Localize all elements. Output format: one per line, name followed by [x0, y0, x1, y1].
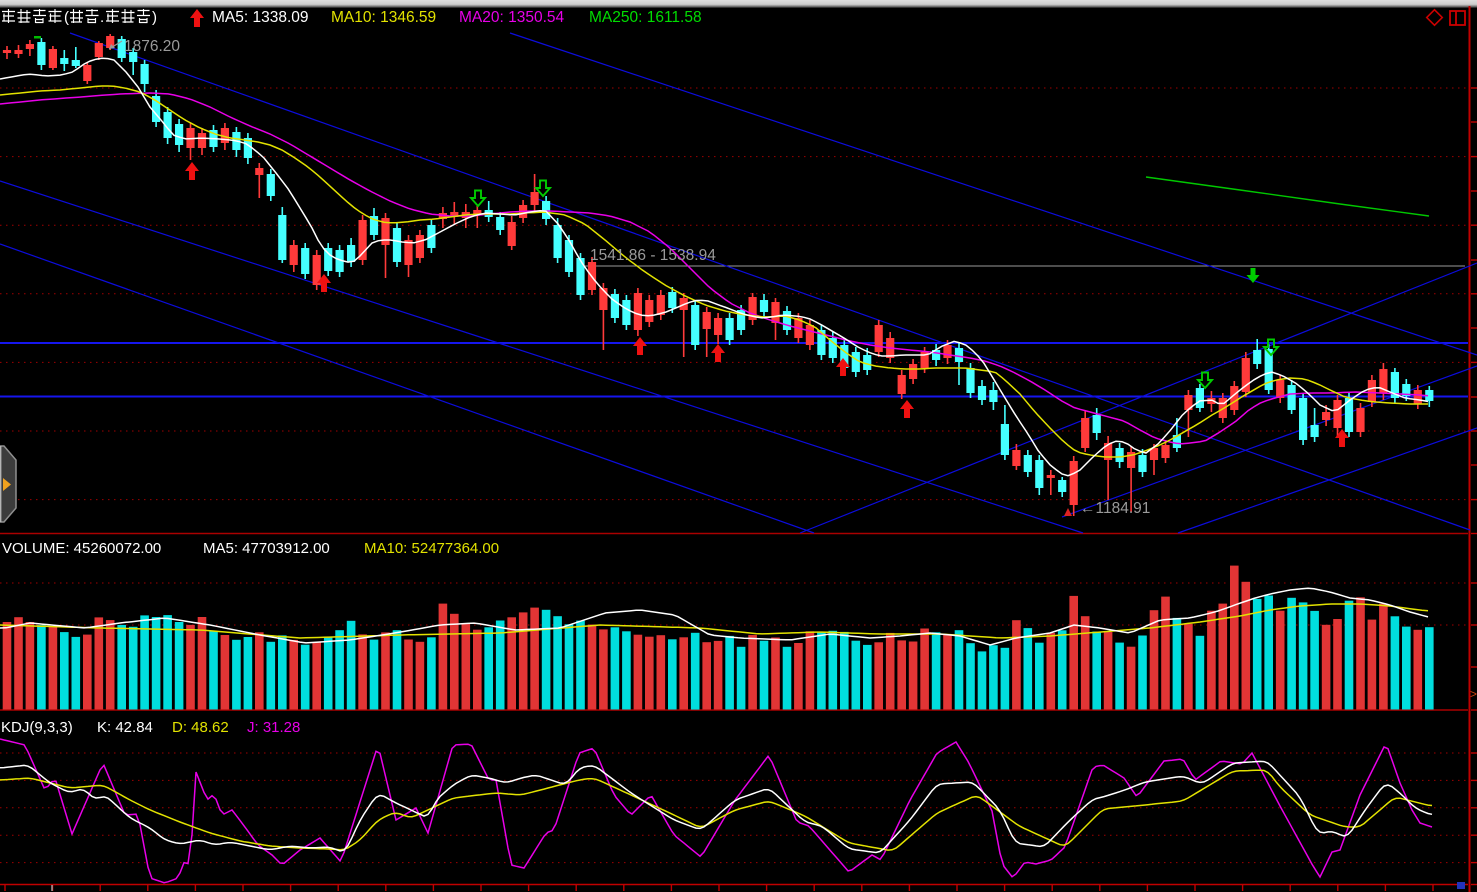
svg-text:): )	[152, 9, 157, 26]
svg-text:MA5: 1338.09: MA5: 1338.09	[212, 9, 309, 26]
svg-text:.: .	[100, 9, 104, 26]
svg-text:J: 31.28: J: 31.28	[247, 719, 300, 736]
svg-text:(: (	[64, 9, 69, 26]
svg-text:KDJ(9,3,3): KDJ(9,3,3)	[1, 719, 73, 736]
svg-text:VOLUME: 45260072.00: VOLUME: 45260072.00	[2, 540, 161, 557]
svg-text:←1184.91: ←1184.91	[1080, 500, 1150, 517]
svg-text:1876.20: 1876.20	[124, 38, 180, 55]
svg-text:MA10: 52477364.00: MA10: 52477364.00	[364, 540, 499, 557]
svg-text:MA20: 1350.54: MA20: 1350.54	[459, 9, 565, 26]
svg-text:K: 42.84: K: 42.84	[97, 719, 153, 736]
svg-text:1541.86 - 1538.94: 1541.86 - 1538.94	[590, 247, 716, 264]
svg-text:MA5: 47703912.00: MA5: 47703912.00	[203, 540, 330, 557]
svg-text:D: 48.62: D: 48.62	[172, 719, 229, 736]
svg-text:MA250: 1611.58: MA250: 1611.58	[589, 9, 702, 26]
svg-text:>: >	[1470, 687, 1477, 701]
svg-text:MA10: 1346.59: MA10: 1346.59	[331, 9, 436, 26]
